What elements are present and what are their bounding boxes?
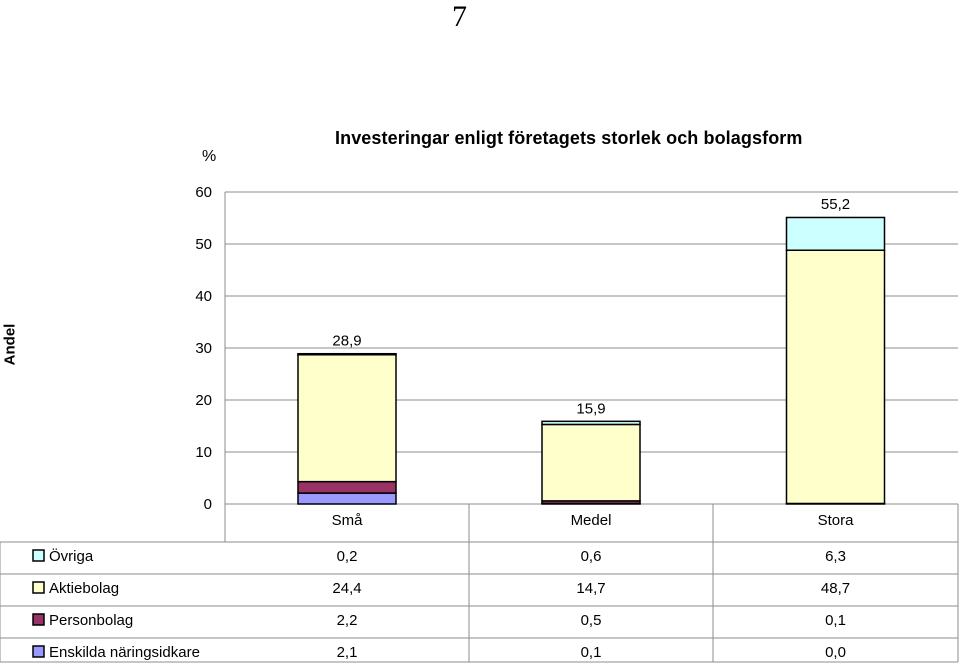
table-value: 2,1 [337,644,358,661]
table-value: 0,1 [581,644,602,661]
x-category-label: Stora [818,512,855,529]
table-value: 0,2 [337,548,358,565]
y-tick-label: 0 [204,496,212,513]
bar-segment [297,352,397,356]
page-number: 7 [452,0,467,33]
y-tick-label: 60 [195,184,212,201]
table-value: 2,2 [337,612,358,629]
legend-swatch [32,581,45,594]
y-tick-label: 10 [195,444,212,461]
bar-total-label: 55,2 [821,196,850,213]
legend-swatch [32,613,45,626]
bar-segment [297,354,397,483]
table-value: 14,7 [576,580,605,597]
bar-segment [785,249,886,505]
legend-label: Enskilda näringsidkare [49,644,200,661]
table-value: 24,4 [332,580,361,597]
table-value: 0,1 [825,612,846,629]
bar-total-label: 28,9 [332,333,361,350]
bar-segment [785,216,886,251]
x-category-label: Medel [571,512,612,529]
table-value: 0,6 [581,548,602,565]
bar-segment [297,492,397,505]
legend-swatch [32,549,45,562]
table-value: 6,3 [825,548,846,565]
x-category-label: Små [332,512,364,529]
y-axis-unit: % [202,148,217,165]
legend-label: Övriga [49,547,94,565]
y-tick-label: 40 [195,288,212,305]
legend-label: Personbolag [49,612,133,629]
y-tick-label: 30 [195,340,212,357]
chart-title: Investeringar enligt företagets storlek … [335,128,803,148]
bar-segment [297,480,397,494]
table-value: 0,5 [581,612,602,629]
bar-total-label: 15,9 [576,400,605,417]
table-value: 0,0 [825,644,846,661]
bar-segment [541,420,641,426]
y-tick-label: 20 [195,392,212,409]
legend-swatch [32,645,45,658]
table-value: 48,7 [821,580,850,597]
bar-segment [541,423,641,502]
legend-label: Aktiebolag [49,580,119,597]
y-tick-label: 50 [195,236,212,253]
